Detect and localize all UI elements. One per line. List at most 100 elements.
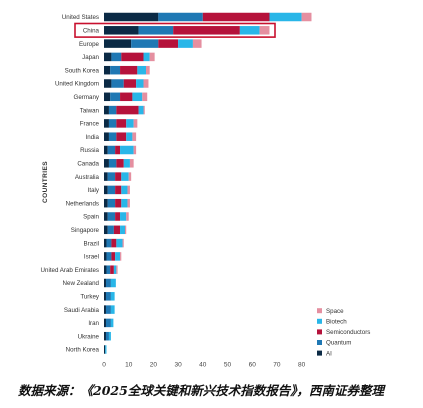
category-label-north-korea: North Korea [66, 347, 100, 354]
bar-singapore-semiconductors [113, 225, 121, 235]
bar-united-states-ai [104, 12, 159, 22]
category-label-turkey: Turkey [80, 294, 100, 301]
bar-spain-space [126, 212, 129, 221]
bar-united-kingdom-semiconductors [123, 79, 137, 88]
bar-canada-biotech [123, 159, 130, 168]
category-label-canada: Canada [77, 161, 99, 168]
bar-netherlands-semiconductors [115, 198, 122, 208]
category-label-south-korea: South Korea [65, 67, 100, 74]
bar-india-semiconductors [116, 132, 127, 141]
bar-new-zealand-biotech [110, 278, 116, 288]
bar-france-biotech [126, 119, 134, 128]
bar-north-korea-ai [104, 345, 106, 354]
category-label-netherlands: Netherlands [66, 200, 99, 207]
bar-north-korea-biotech [105, 345, 107, 354]
bar-south-korea-ai [104, 65, 111, 75]
bar-israel-biotech [115, 252, 121, 261]
bar-australia-quantum [107, 172, 116, 181]
bar-brazil-space [122, 238, 124, 248]
bar-taiwan-biotech [138, 105, 144, 115]
bar-germany-space [142, 92, 148, 102]
bar-spain-biotech [120, 212, 127, 221]
bar-japan-space [149, 52, 155, 62]
legend-swatch-semiconductors [317, 329, 322, 335]
category-label-europe: Europe [79, 41, 100, 48]
bar-taiwan-semiconductors [116, 105, 139, 115]
bar-turkey-ai [104, 292, 106, 301]
bar-israel-semiconductors [111, 252, 116, 261]
legend-label-space: Space [326, 308, 344, 315]
bar-taiwan-space [143, 105, 145, 115]
bar-china-quantum [138, 26, 174, 35]
bar-japan-quantum [111, 52, 122, 62]
bar-united-kingdom-quantum [111, 79, 124, 88]
bar-ukraine-biotech [108, 331, 111, 341]
category-label-singapore: Singapore [71, 227, 100, 234]
bar-iran-quantum [105, 318, 111, 328]
bar-europe-quantum [131, 39, 159, 48]
category-label-ukraine: Ukraine [78, 333, 100, 340]
bar-turkey-quantum [105, 292, 111, 301]
bar-china-semiconductors [173, 26, 240, 35]
bar-singapore-biotech [120, 225, 125, 235]
category-labels: United States China Europe Japan South Korea… [41, 14, 100, 354]
bar-russia-ai [104, 145, 108, 155]
bar-united-states-semiconductors [202, 12, 270, 22]
bar-netherlands-space [127, 198, 130, 208]
bar-new-zealand-quantum [105, 278, 111, 288]
bar-taiwan-ai [104, 105, 109, 115]
source-caption: 数据来源：《2025全球关键和新兴技术指数报告》，西南证券整理 [18, 383, 385, 398]
x-tick-0: 0 [102, 362, 106, 369]
bar-netherlands-quantum [107, 198, 116, 208]
bar-spain-quantum [107, 212, 116, 221]
bar-netherlands-biotech [121, 198, 128, 208]
bar-brazil-ai [104, 238, 107, 248]
category-label-new-zealand: New Zealand [63, 280, 100, 287]
legend-swatch-biotech [317, 318, 322, 324]
bar-brazil-biotech [116, 238, 123, 248]
bar-united-arab-emirates-space [116, 265, 118, 274]
bar-netherlands-ai [104, 198, 108, 208]
bar-spain-ai [104, 212, 108, 221]
legend-swatch-quantum [317, 340, 322, 345]
bar-italy-space [127, 185, 130, 195]
highlight-layer [74, 22, 276, 38]
bar-ukraine-ai [104, 331, 106, 341]
bar-italy-quantum [107, 185, 116, 195]
bar-singapore-ai [104, 225, 108, 235]
bar-india-space [132, 132, 137, 141]
bar-australia-space [128, 172, 132, 181]
bar-china-biotech [239, 26, 260, 35]
bar-india-ai [104, 132, 109, 141]
bar-iran-ai [104, 318, 106, 328]
bar-singapore-quantum [107, 225, 114, 235]
legend: Space Biotech Semiconductors Quantum AI [317, 308, 370, 357]
bar-india-quantum [108, 132, 117, 141]
legend-swatch-ai [317, 350, 322, 356]
x-tick-10: 10 [125, 362, 133, 369]
bar-south-korea-space [145, 65, 150, 75]
bar-brazil-quantum [106, 238, 112, 248]
x-tick-40: 40 [199, 362, 207, 369]
bar-italy-ai [104, 185, 108, 195]
highlight-box-china [74, 22, 276, 38]
bar-united-arab-emirates-biotech [113, 265, 117, 274]
bar-brazil-semiconductors [111, 238, 117, 248]
bar-united-states-biotech [269, 12, 302, 22]
bar-saudi-arabia-ai [104, 305, 106, 314]
category-label-israel: Israel [84, 254, 99, 261]
bar-germany-ai [104, 92, 111, 102]
bar-saudi-arabia-biotech [110, 305, 115, 314]
x-tick-80: 80 [298, 362, 306, 369]
bar-ukraine-quantum [105, 331, 109, 341]
bar-japan-semiconductors [121, 52, 144, 62]
category-label-united-arab-emirates: United Arab Emirates [41, 267, 99, 274]
bar-germany-semiconductors [120, 92, 133, 102]
x-tick-20: 20 [150, 362, 158, 369]
legend-label-ai: AI [326, 350, 332, 357]
category-label-india: India [86, 134, 100, 141]
bar-israel-space [120, 252, 122, 261]
bar-united-arab-emirates-quantum [106, 265, 111, 274]
bar-united-states-space [301, 12, 312, 22]
bar-canada-ai [104, 159, 109, 168]
